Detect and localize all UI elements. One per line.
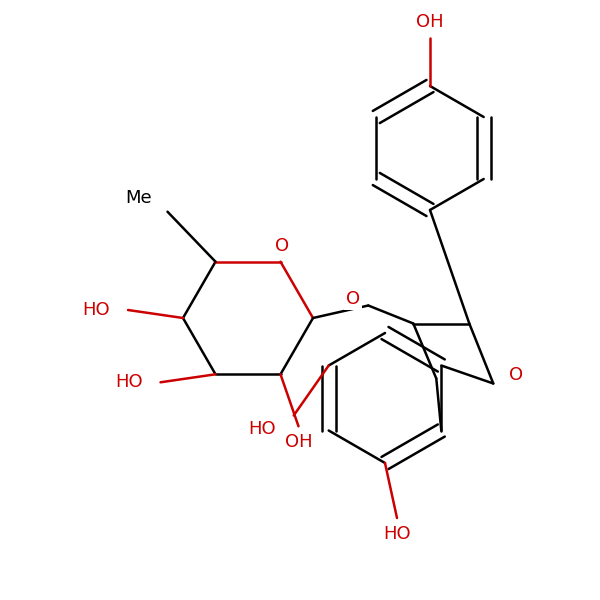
Text: HO: HO: [115, 373, 143, 391]
Text: HO: HO: [82, 301, 110, 319]
Text: O: O: [509, 367, 523, 385]
Text: O: O: [275, 237, 290, 255]
Text: Me: Me: [125, 189, 151, 207]
Text: HO: HO: [248, 421, 276, 439]
Text: O: O: [346, 290, 360, 308]
Text: OH: OH: [416, 13, 444, 31]
Text: HO: HO: [383, 525, 411, 543]
Text: OH: OH: [284, 433, 313, 451]
